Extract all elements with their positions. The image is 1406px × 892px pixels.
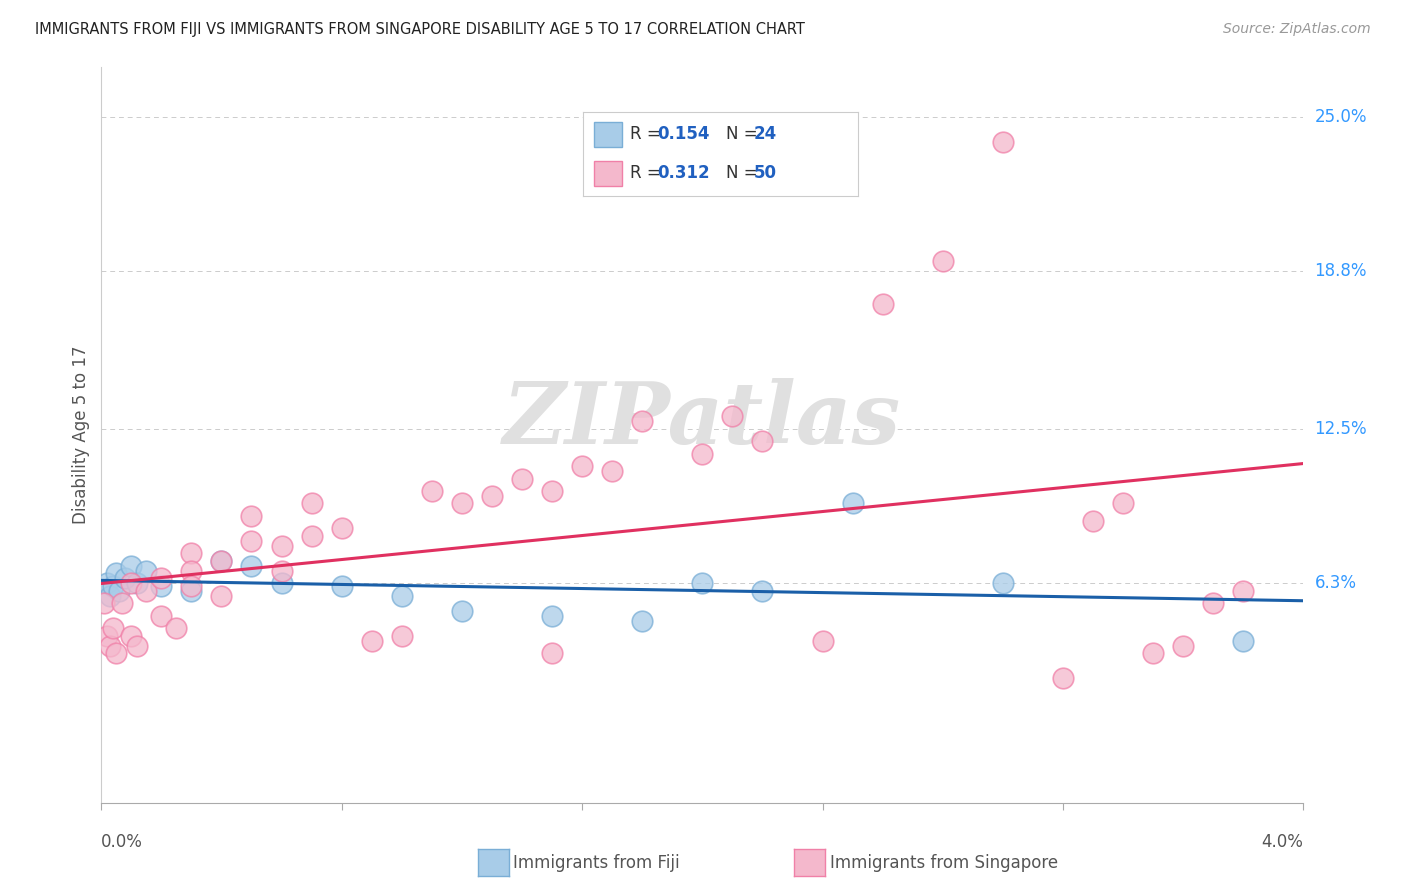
Point bbox=[105, 566, 128, 581]
Point bbox=[420, 483, 443, 498]
Bar bbox=[595, 121, 621, 147]
Text: 4.0%: 4.0% bbox=[1261, 833, 1303, 851]
Point bbox=[931, 254, 953, 268]
Point bbox=[330, 521, 353, 535]
Text: 50: 50 bbox=[754, 164, 776, 182]
Point bbox=[270, 564, 292, 578]
Point bbox=[103, 579, 125, 593]
Point bbox=[1112, 496, 1135, 510]
Point bbox=[1232, 633, 1254, 648]
Point bbox=[510, 471, 533, 485]
Point bbox=[111, 596, 134, 610]
Point bbox=[690, 446, 713, 460]
Y-axis label: Disability Age 5 to 17: Disability Age 5 to 17 bbox=[72, 345, 90, 524]
Point bbox=[103, 621, 125, 635]
Text: Source: ZipAtlas.com: Source: ZipAtlas.com bbox=[1223, 22, 1371, 37]
Point bbox=[127, 639, 149, 653]
Point bbox=[180, 546, 202, 560]
Point bbox=[872, 297, 894, 311]
Point bbox=[98, 639, 121, 653]
Point bbox=[301, 529, 323, 543]
Point bbox=[721, 409, 744, 424]
Text: Immigrants from Singapore: Immigrants from Singapore bbox=[830, 854, 1057, 871]
Text: R =: R = bbox=[630, 164, 666, 182]
Point bbox=[211, 589, 233, 603]
Text: 0.0%: 0.0% bbox=[101, 833, 143, 851]
Point bbox=[135, 583, 157, 598]
Point bbox=[991, 576, 1014, 591]
Point bbox=[541, 483, 564, 498]
Point bbox=[450, 496, 472, 510]
Point bbox=[240, 558, 263, 573]
Point bbox=[96, 576, 118, 591]
Text: 24: 24 bbox=[754, 126, 776, 144]
Point bbox=[120, 576, 142, 591]
Text: 18.8%: 18.8% bbox=[1315, 262, 1367, 280]
Point bbox=[1081, 514, 1104, 528]
Text: 25.0%: 25.0% bbox=[1315, 108, 1367, 126]
Point bbox=[1052, 671, 1074, 685]
Point bbox=[180, 564, 202, 578]
Point bbox=[270, 539, 292, 553]
Point bbox=[360, 633, 382, 648]
Point bbox=[105, 646, 128, 660]
Point bbox=[541, 646, 564, 660]
Point bbox=[211, 554, 233, 568]
Text: N =: N = bbox=[725, 164, 763, 182]
Point bbox=[631, 614, 654, 628]
Point bbox=[991, 135, 1014, 149]
Point bbox=[108, 583, 131, 598]
Point bbox=[541, 608, 564, 623]
Point bbox=[391, 629, 413, 643]
Point bbox=[240, 533, 263, 548]
Point bbox=[211, 554, 233, 568]
Point bbox=[240, 508, 263, 523]
Point bbox=[301, 496, 323, 510]
Point bbox=[1142, 646, 1164, 660]
Point bbox=[1202, 596, 1225, 610]
Point bbox=[1171, 639, 1194, 653]
Point bbox=[1232, 583, 1254, 598]
Point bbox=[330, 579, 353, 593]
Point bbox=[600, 464, 623, 478]
Point bbox=[120, 558, 142, 573]
Text: ZIPatlas: ZIPatlas bbox=[503, 378, 901, 462]
Point bbox=[180, 583, 202, 598]
Text: 0.312: 0.312 bbox=[658, 164, 710, 182]
Point bbox=[751, 583, 773, 598]
Point bbox=[180, 579, 202, 593]
Point bbox=[811, 633, 834, 648]
Point bbox=[150, 571, 173, 585]
Point bbox=[751, 434, 773, 448]
Point bbox=[690, 576, 713, 591]
Text: N =: N = bbox=[725, 126, 763, 144]
Text: 0.154: 0.154 bbox=[658, 126, 710, 144]
Text: IMMIGRANTS FROM FIJI VS IMMIGRANTS FROM SINGAPORE DISABILITY AGE 5 TO 17 CORRELA: IMMIGRANTS FROM FIJI VS IMMIGRANTS FROM … bbox=[35, 22, 806, 37]
Point bbox=[631, 414, 654, 428]
Point bbox=[120, 629, 142, 643]
Point bbox=[450, 604, 472, 618]
Point bbox=[391, 589, 413, 603]
Point bbox=[96, 629, 118, 643]
Point bbox=[165, 621, 187, 635]
Point bbox=[93, 596, 115, 610]
Point bbox=[841, 496, 863, 510]
Text: 6.3%: 6.3% bbox=[1315, 574, 1357, 592]
Point bbox=[127, 576, 149, 591]
Point bbox=[135, 564, 157, 578]
Text: R =: R = bbox=[630, 126, 666, 144]
Point bbox=[481, 489, 503, 503]
Point bbox=[150, 608, 173, 623]
Point bbox=[114, 571, 136, 585]
Point bbox=[98, 589, 121, 603]
Text: Immigrants from Fiji: Immigrants from Fiji bbox=[513, 854, 681, 871]
Point bbox=[571, 458, 593, 473]
Point bbox=[270, 576, 292, 591]
Text: 12.5%: 12.5% bbox=[1315, 419, 1367, 438]
Point bbox=[150, 579, 173, 593]
Bar bbox=[595, 161, 621, 186]
